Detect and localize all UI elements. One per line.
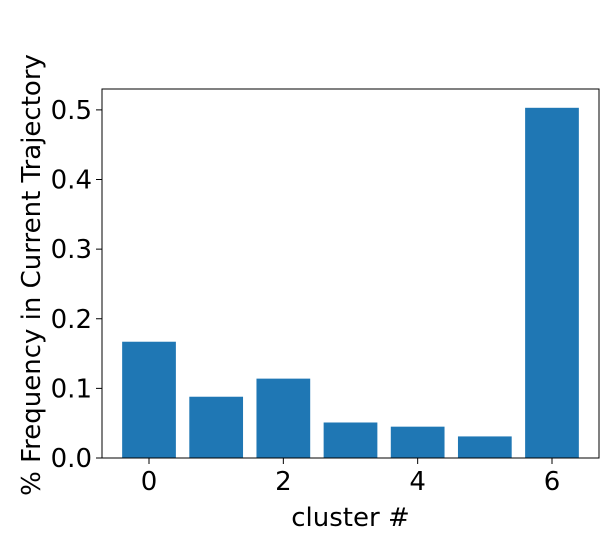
- bars-group: [122, 107, 579, 459]
- plot-frame: [101, 88, 600, 459]
- x-tick-label: 6: [544, 467, 561, 497]
- bar-cluster-4: [390, 426, 445, 458]
- y-tick-label: 0.1: [51, 374, 92, 404]
- x-tick-label: 4: [409, 467, 426, 497]
- bar-cluster-2: [256, 378, 311, 458]
- bar-cluster-5: [457, 436, 512, 458]
- x-axis-title: cluster #: [291, 503, 409, 533]
- y-axis-ticks: 0.0 0.1 0.2 0.3 0.4 0.5: [51, 96, 102, 474]
- y-axis-title: % Frequency in Current Trajectory: [17, 54, 47, 496]
- x-tick-label: 0: [141, 467, 158, 497]
- x-axis-ticks: 0 2 4 6: [141, 458, 561, 497]
- bar-cluster-1: [189, 396, 244, 458]
- y-tick-label: 0.3: [51, 235, 92, 265]
- y-tick-label: 0.0: [51, 444, 92, 474]
- x-tick-label: 2: [275, 467, 292, 497]
- bar-cluster-6: [525, 107, 579, 459]
- y-tick-label: 0.5: [51, 96, 92, 126]
- y-tick-label: 0.2: [51, 305, 92, 335]
- bar-cluster-0: [122, 341, 176, 458]
- y-tick-label: 0.4: [51, 166, 92, 196]
- bar-cluster-3: [323, 422, 378, 458]
